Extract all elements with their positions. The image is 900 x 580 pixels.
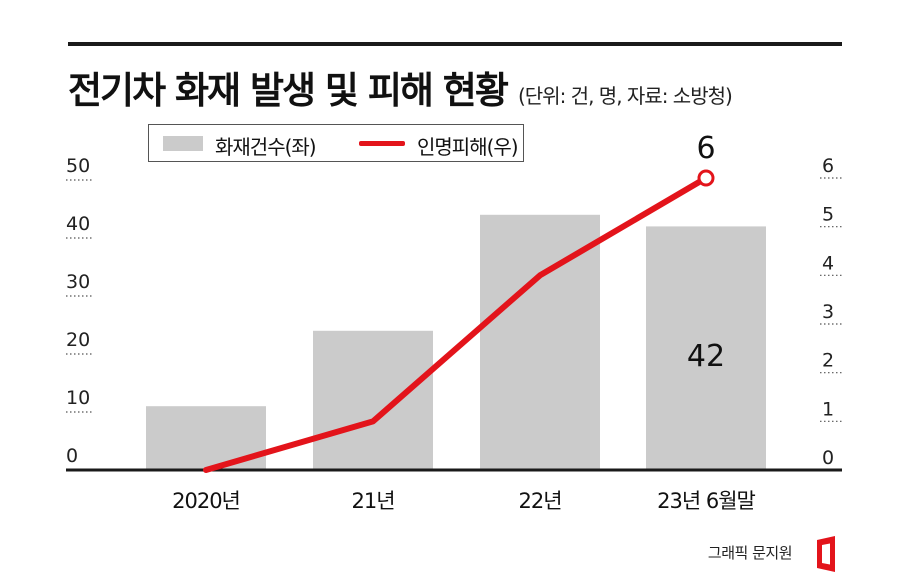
right-axis-tick-label: 5 [822,204,834,226]
left-axis-tick-label: 50 [66,155,90,177]
left-axis-tick-label: 40 [66,213,90,235]
left-axis-tick-label: 20 [66,329,90,351]
chart-subtitle: (단위: 건, 명, 자료: 소방청) [517,84,733,108]
legend-line-label: 인명피해(우) [417,135,519,159]
right-axis-tick-label: 1 [822,398,834,420]
right-axis-tick-label: 2 [822,350,834,372]
right-axis-tick-label: 3 [822,301,834,323]
top-rule [68,42,842,46]
bar [313,330,433,470]
legend-line-swatch [359,141,405,146]
line-series [203,175,709,473]
chart-title: 전기차 화재 발생 및 피해 현황 [68,69,509,112]
bar [646,226,766,470]
right-axis-tick-label: 4 [822,252,834,274]
credit: 그래픽 문지원 [707,544,793,562]
left-axis-tick-label: 0 [66,445,78,467]
x-axis-tick-label: 2020년 [172,489,240,513]
legend-bar-swatch [163,136,203,151]
x-axis-tick-label: 22년 [518,489,561,513]
bar [480,214,600,470]
line-end-marker [697,169,715,187]
x-axis-tick-label: 23년 6월말 [657,489,755,513]
bar-data-label: 42 [687,339,725,374]
legend-bar-label: 화재건수(좌) [215,135,317,159]
legend: 화재건수(좌) 인명피해(우) [148,124,524,162]
logo-icon [817,536,835,572]
left-axis-tick-label: 10 [66,387,90,409]
x-axis-tick-label: 21년 [351,489,394,513]
left-axis-tick-label: 30 [66,271,90,293]
title-row: 전기차 화재 발생 및 피해 현황 (단위: 건, 명, 자료: 소방청) [68,60,733,114]
right-axis-tick-label: 0 [822,447,834,469]
line-data-label: 6 [696,131,715,166]
right-axis-tick-label: 6 [822,155,834,177]
